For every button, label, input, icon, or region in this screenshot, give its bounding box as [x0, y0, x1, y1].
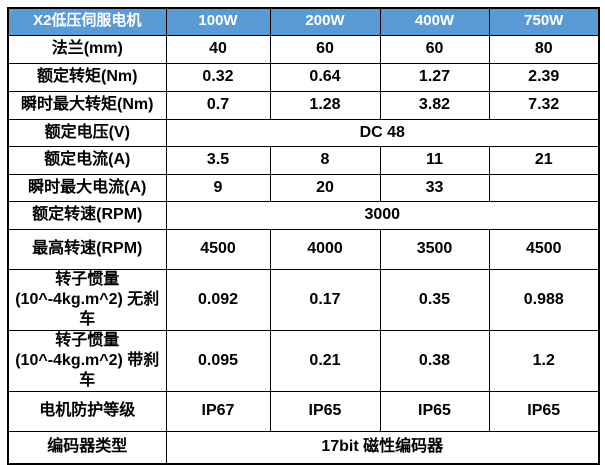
row-label: 法兰(mm) [7, 34, 167, 64]
cell: 2.39 [488, 62, 600, 92]
cell: 0.64 [269, 62, 381, 92]
cell: 80 [488, 34, 600, 64]
cell: 1.2 [488, 329, 600, 392]
motor-spec-table: X2低压伺服电机 100W 200W 400W 750W 法兰(mm) 40 6… [7, 7, 600, 465]
row-label: 额定电压(V) [7, 118, 167, 147]
table-row-encoder-type: 编码器类型 17bit 磁性编码器 [7, 430, 600, 465]
column-header-200w: 200W [269, 7, 381, 36]
row-label: 额定电流(A) [7, 145, 167, 175]
cell: 40 [165, 34, 271, 64]
row-label: 电机防护等级 [7, 390, 167, 432]
cell: 0.32 [165, 62, 271, 92]
cell: IP65 [269, 390, 381, 432]
cell: IP65 [379, 390, 490, 432]
table-row-inertia-no-brake: 转子惯量(10^-4kg.m^2) 无刹车 0.092 0.17 0.35 0.… [7, 268, 600, 331]
table-row-max-speed: 最高转速(RPM) 4500 4000 3500 4500 [7, 228, 600, 270]
row-label: 转子惯量(10^-4kg.m^2) 无刹车 [7, 268, 167, 331]
cell: 0.17 [269, 268, 381, 331]
table-row-peak-torque: 瞬时最大转矩(Nm) 0.7 1.28 3.82 7.32 [7, 90, 600, 120]
cell: 11 [379, 145, 490, 175]
cell: 4500 [488, 228, 600, 270]
merged-cell: DC 48 [165, 118, 600, 147]
row-label: 额定转速(RPM) [7, 200, 167, 230]
table-title: X2低压伺服电机 [7, 7, 167, 36]
merged-cell: 3000 [165, 200, 600, 230]
cell: 0.095 [165, 329, 271, 392]
table-row-rated-torque: 额定转矩(Nm) 0.32 0.64 1.27 2.39 [7, 62, 600, 92]
cell: 8 [269, 145, 381, 175]
row-label: 最高转速(RPM) [7, 228, 167, 270]
merged-cell: 17bit 磁性编码器 [165, 430, 600, 465]
row-label: 瞬时最大转矩(Nm) [7, 90, 167, 120]
table-row-rated-voltage: 额定电压(V) DC 48 [7, 118, 600, 147]
cell: 0.092 [165, 268, 271, 331]
cell: 0.38 [379, 329, 490, 392]
cell: IP67 [165, 390, 271, 432]
cell: 33 [379, 173, 490, 202]
table-row-inertia-with-brake: 转子惯量(10^-4kg.m^2) 带刹车 0.095 0.21 0.38 1.… [7, 329, 600, 392]
cell: 0.21 [269, 329, 381, 392]
column-header-400w: 400W [379, 7, 490, 36]
cell: 9 [165, 173, 271, 202]
table-row-flange: 法兰(mm) 40 60 60 80 [7, 34, 600, 64]
cell: 0.35 [379, 268, 490, 331]
table-row-rated-current: 额定电流(A) 3.5 8 11 21 [7, 145, 600, 175]
cell: 0.988 [488, 268, 600, 331]
row-label: 转子惯量(10^-4kg.m^2) 带刹车 [7, 329, 167, 392]
row-label: 编码器类型 [7, 430, 167, 465]
cell: 4500 [165, 228, 271, 270]
row-label: 额定转矩(Nm) [7, 62, 167, 92]
page: X2低压伺服电机 100W 200W 400W 750W 法兰(mm) 40 6… [7, 7, 600, 465]
cell: 3.82 [379, 90, 490, 120]
column-header-100w: 100W [165, 7, 271, 36]
cell: 4000 [269, 228, 381, 270]
cell: 20 [269, 173, 381, 202]
cell: 60 [269, 34, 381, 64]
cell: 60 [379, 34, 490, 64]
table-row-peak-current: 瞬时最大电流(A) 9 20 33 [7, 173, 600, 202]
cell: 3.5 [165, 145, 271, 175]
cell: 21 [488, 145, 600, 175]
cell: 0.7 [165, 90, 271, 120]
cell: 3500 [379, 228, 490, 270]
cell: IP65 [488, 390, 600, 432]
cell: 1.27 [379, 62, 490, 92]
row-label: 瞬时最大电流(A) [7, 173, 167, 202]
table-row-rated-speed: 额定转速(RPM) 3000 [7, 200, 600, 230]
column-header-750w: 750W [488, 7, 600, 36]
cell: 1.28 [269, 90, 381, 120]
cell [488, 173, 600, 202]
table-row-protection-class: 电机防护等级 IP67 IP65 IP65 IP65 [7, 390, 600, 432]
table-header-row: X2低压伺服电机 100W 200W 400W 750W [7, 7, 600, 36]
cell: 7.32 [488, 90, 600, 120]
